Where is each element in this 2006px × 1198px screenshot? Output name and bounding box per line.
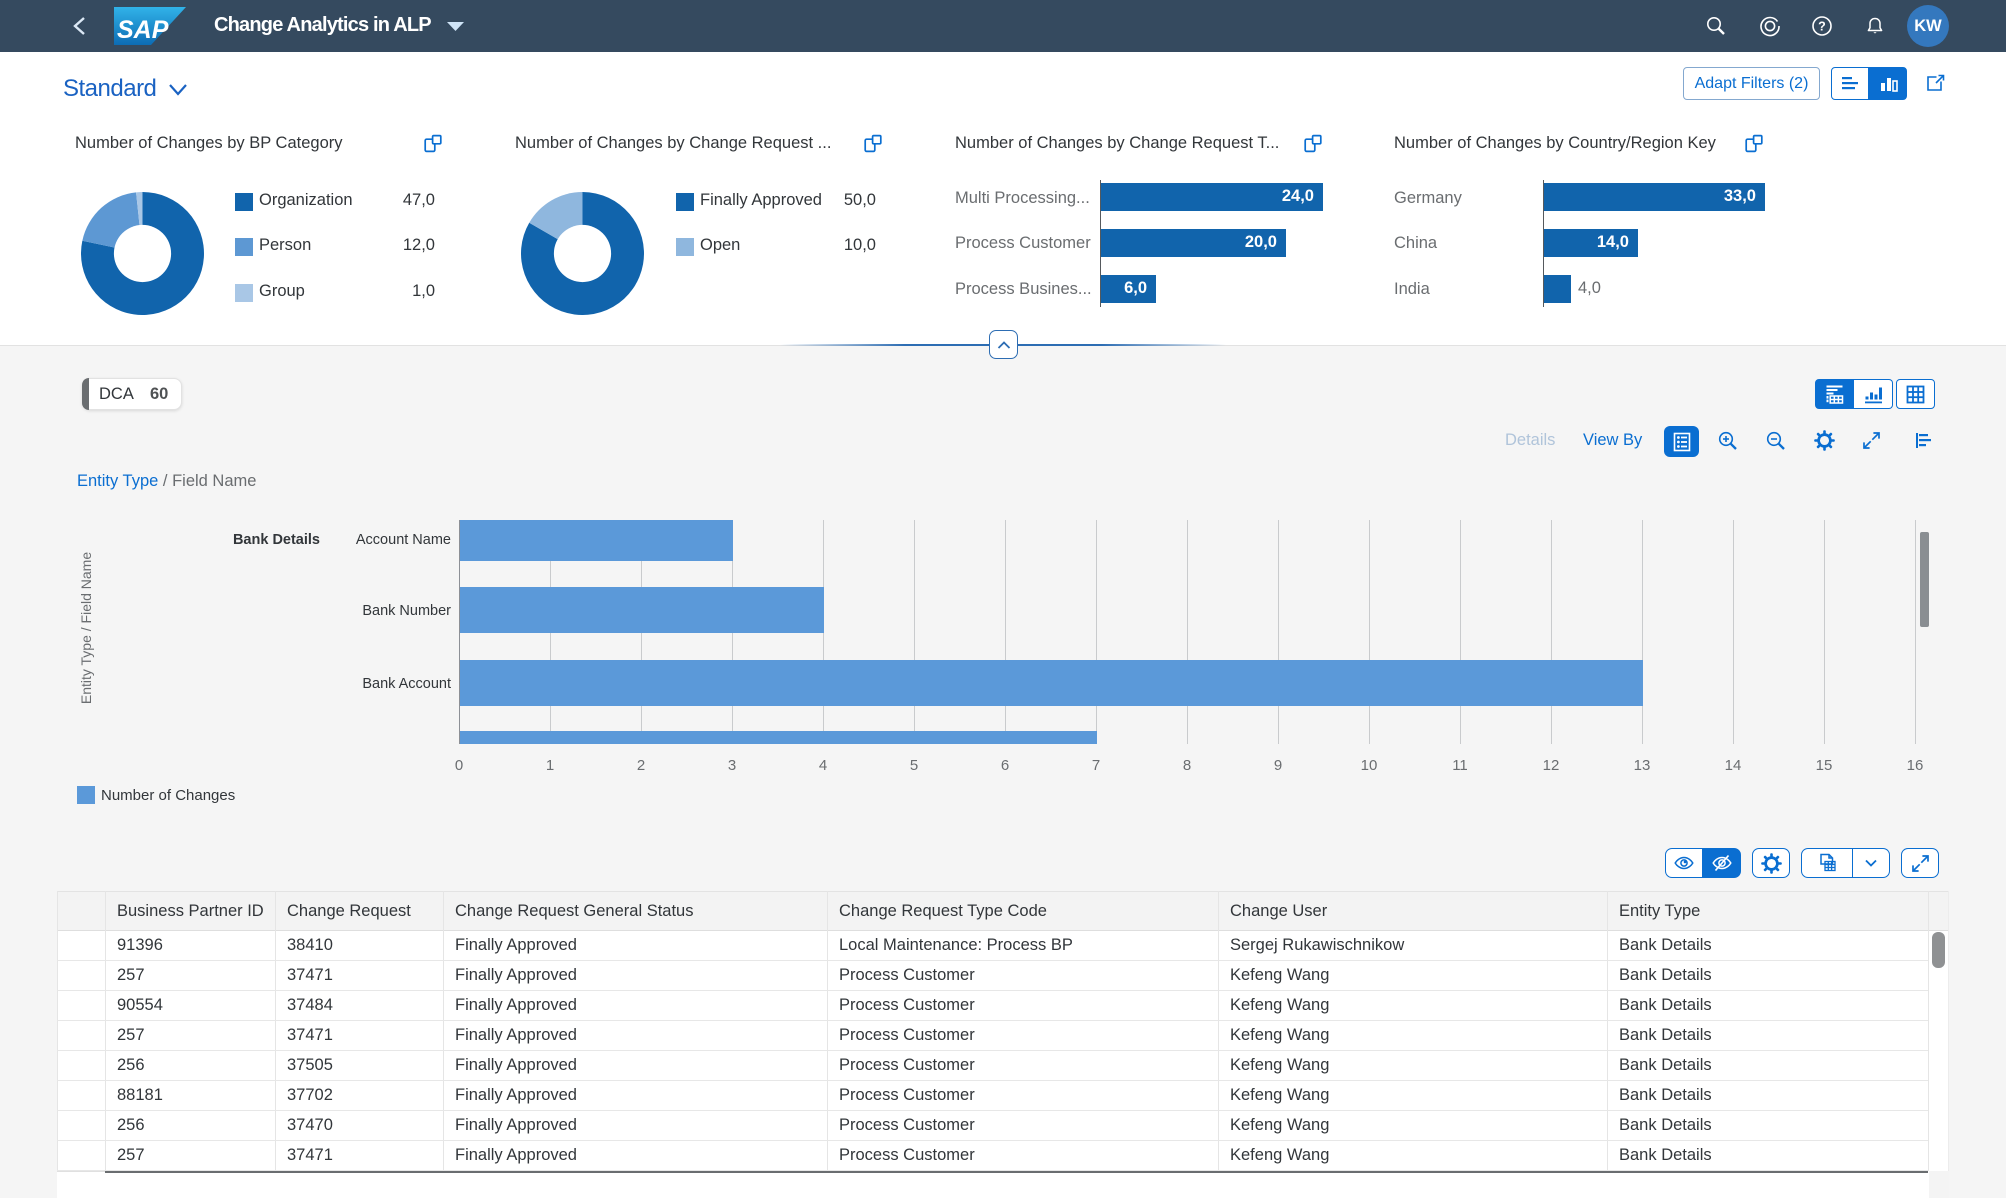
svg-text:SAP: SAP [117, 16, 169, 44]
svg-text:?: ? [1818, 19, 1826, 33]
